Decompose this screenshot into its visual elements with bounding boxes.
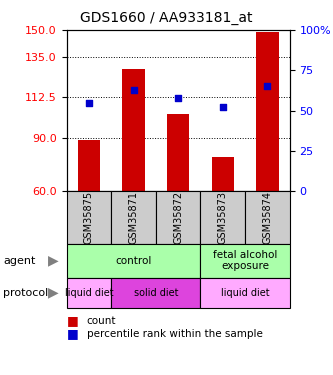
Point	[86, 100, 92, 106]
Text: GSM35871: GSM35871	[129, 191, 139, 244]
Point	[265, 84, 270, 90]
Text: GDS1660 / AA933181_at: GDS1660 / AA933181_at	[80, 11, 253, 25]
Text: GSM35872: GSM35872	[173, 191, 183, 244]
Text: count: count	[87, 316, 116, 326]
Text: liquid diet: liquid diet	[221, 288, 269, 297]
Text: protocol: protocol	[3, 288, 49, 297]
Bar	[167, 114, 189, 191]
Point	[175, 95, 181, 101]
Text: ▶: ▶	[48, 254, 59, 268]
Text: ■: ■	[67, 314, 82, 327]
Bar	[67, 191, 111, 244]
Bar	[212, 157, 234, 191]
Text: GSM35874: GSM35874	[262, 191, 272, 244]
Text: GSM35873: GSM35873	[218, 191, 228, 244]
Text: control: control	[115, 256, 152, 266]
Bar	[245, 191, 290, 244]
Bar	[256, 32, 278, 191]
Bar	[123, 69, 145, 191]
Bar	[78, 140, 100, 191]
Text: agent: agent	[3, 256, 36, 266]
Text: ■: ■	[67, 327, 82, 340]
Bar	[111, 191, 156, 244]
Point	[131, 87, 136, 93]
Text: fetal alcohol
exposure: fetal alcohol exposure	[213, 250, 277, 272]
Text: percentile rank within the sample: percentile rank within the sample	[87, 329, 262, 339]
Text: liquid diet: liquid diet	[65, 288, 113, 297]
Text: solid diet: solid diet	[134, 288, 178, 297]
Bar	[200, 278, 290, 308]
Bar	[111, 278, 200, 308]
Point	[220, 104, 225, 110]
Bar	[200, 244, 290, 278]
Bar	[156, 191, 200, 244]
Bar	[67, 244, 200, 278]
Text: ▶: ▶	[48, 285, 59, 300]
Text: GSM35875: GSM35875	[84, 191, 94, 244]
Bar	[67, 278, 111, 308]
Bar	[200, 191, 245, 244]
